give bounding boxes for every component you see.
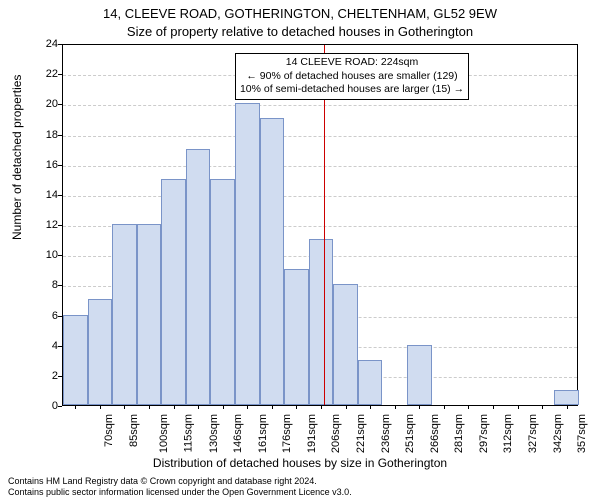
y-tick-label: 12 (30, 219, 58, 231)
histogram-bar (358, 360, 383, 405)
x-tick-mark (247, 405, 248, 409)
y-tick-label: 10 (30, 249, 58, 261)
grid-line (63, 196, 577, 197)
y-tick-label: 8 (30, 279, 58, 291)
y-tick-mark (58, 44, 62, 45)
x-tick-label: 191sqm (306, 414, 318, 453)
x-tick-mark (518, 405, 519, 409)
x-tick-mark (149, 405, 150, 409)
x-tick-label: 221sqm (355, 414, 367, 453)
y-tick-label: 14 (30, 189, 58, 201)
x-tick-label: 327sqm (527, 414, 539, 453)
y-tick-label: 2 (30, 370, 58, 382)
x-tick-mark (444, 405, 445, 409)
histogram-bar (112, 224, 137, 405)
histogram-bar (309, 239, 334, 405)
histogram-bar (260, 118, 285, 405)
footer-line-1: Contains HM Land Registry data © Crown c… (8, 476, 352, 487)
y-tick-mark (58, 104, 62, 105)
y-tick-label: 0 (30, 400, 58, 412)
x-tick-mark (198, 405, 199, 409)
x-axis-label: Distribution of detached houses by size … (0, 456, 600, 470)
histogram-bar (137, 224, 162, 405)
histogram-bar (284, 269, 309, 405)
x-tick-label: 100sqm (159, 414, 171, 453)
annotation-line-3: 10% of semi-detached houses are larger (… (240, 83, 464, 97)
histogram-bar (161, 179, 186, 405)
y-tick-mark (58, 74, 62, 75)
x-tick-label: 161sqm (257, 414, 269, 453)
annotation-box: 14 CLEEVE ROAD: 224sqm← 90% of detached … (235, 53, 469, 100)
y-tick-mark (58, 225, 62, 226)
x-tick-mark (468, 405, 469, 409)
y-tick-label: 20 (30, 98, 58, 110)
y-tick-mark (58, 135, 62, 136)
x-tick-mark (100, 405, 101, 409)
x-tick-mark (223, 405, 224, 409)
x-tick-label: 130sqm (208, 414, 220, 453)
x-tick-label: 206sqm (331, 414, 343, 453)
x-tick-label: 297sqm (478, 414, 490, 453)
grid-line (63, 166, 577, 167)
x-tick-label: 85sqm (128, 414, 140, 447)
x-tick-label: 251sqm (404, 414, 416, 453)
x-tick-label: 236sqm (380, 414, 392, 453)
histogram-bar (63, 315, 88, 406)
histogram-bar (88, 299, 113, 405)
x-tick-mark (75, 405, 76, 409)
attribution-footer: Contains HM Land Registry data © Crown c… (8, 476, 352, 498)
x-tick-label: 312sqm (503, 414, 515, 453)
plot-area: 14 CLEEVE ROAD: 224sqm← 90% of detached … (62, 44, 578, 406)
x-tick-mark (542, 405, 543, 409)
x-tick-label: 115sqm (182, 414, 194, 452)
histogram-chart: 14, CLEEVE ROAD, GOTHERINGTON, CHELTENHA… (0, 0, 600, 500)
y-tick-mark (58, 255, 62, 256)
x-tick-mark (174, 405, 175, 409)
y-tick-mark (58, 285, 62, 286)
histogram-bar (186, 149, 211, 405)
x-tick-label: 266sqm (429, 414, 441, 453)
x-tick-mark (346, 405, 347, 409)
x-tick-label: 357sqm (576, 414, 588, 453)
x-tick-mark (296, 405, 297, 409)
y-tick-mark (58, 165, 62, 166)
y-tick-label: 22 (30, 68, 58, 80)
histogram-bar (333, 284, 358, 405)
chart-title-sub: Size of property relative to detached ho… (0, 24, 600, 39)
histogram-bar (554, 390, 579, 405)
x-tick-mark (272, 405, 273, 409)
y-tick-label: 16 (30, 159, 58, 171)
x-tick-label: 146sqm (232, 414, 244, 453)
grid-line (63, 105, 577, 106)
x-tick-label: 176sqm (281, 414, 293, 453)
y-tick-mark (58, 376, 62, 377)
x-tick-mark (395, 405, 396, 409)
histogram-bar (235, 103, 260, 405)
histogram-bar (210, 179, 235, 405)
x-tick-mark (493, 405, 494, 409)
histogram-bar (407, 345, 432, 405)
y-tick-label: 18 (30, 129, 58, 141)
y-tick-label: 24 (30, 38, 58, 50)
y-tick-mark (58, 406, 62, 407)
y-tick-label: 6 (30, 310, 58, 322)
x-tick-mark (370, 405, 371, 409)
x-tick-mark (419, 405, 420, 409)
x-tick-label: 342sqm (552, 414, 564, 453)
x-tick-label: 281sqm (453, 414, 465, 453)
grid-line (63, 136, 577, 137)
annotation-line-2: ← 90% of detached houses are smaller (12… (240, 70, 464, 84)
annotation-line-1: 14 CLEEVE ROAD: 224sqm (240, 56, 464, 70)
y-tick-label: 4 (30, 340, 58, 352)
x-tick-mark (321, 405, 322, 409)
footer-line-2: Contains public sector information licen… (8, 487, 352, 498)
x-tick-mark (567, 405, 568, 409)
y-tick-mark (58, 195, 62, 196)
y-tick-mark (58, 316, 62, 317)
x-tick-mark (124, 405, 125, 409)
y-axis-label: Number of detached properties (10, 75, 24, 240)
y-tick-mark (58, 346, 62, 347)
x-tick-label: 70sqm (103, 414, 115, 447)
chart-title-main: 14, CLEEVE ROAD, GOTHERINGTON, CHELTENHA… (0, 6, 600, 21)
